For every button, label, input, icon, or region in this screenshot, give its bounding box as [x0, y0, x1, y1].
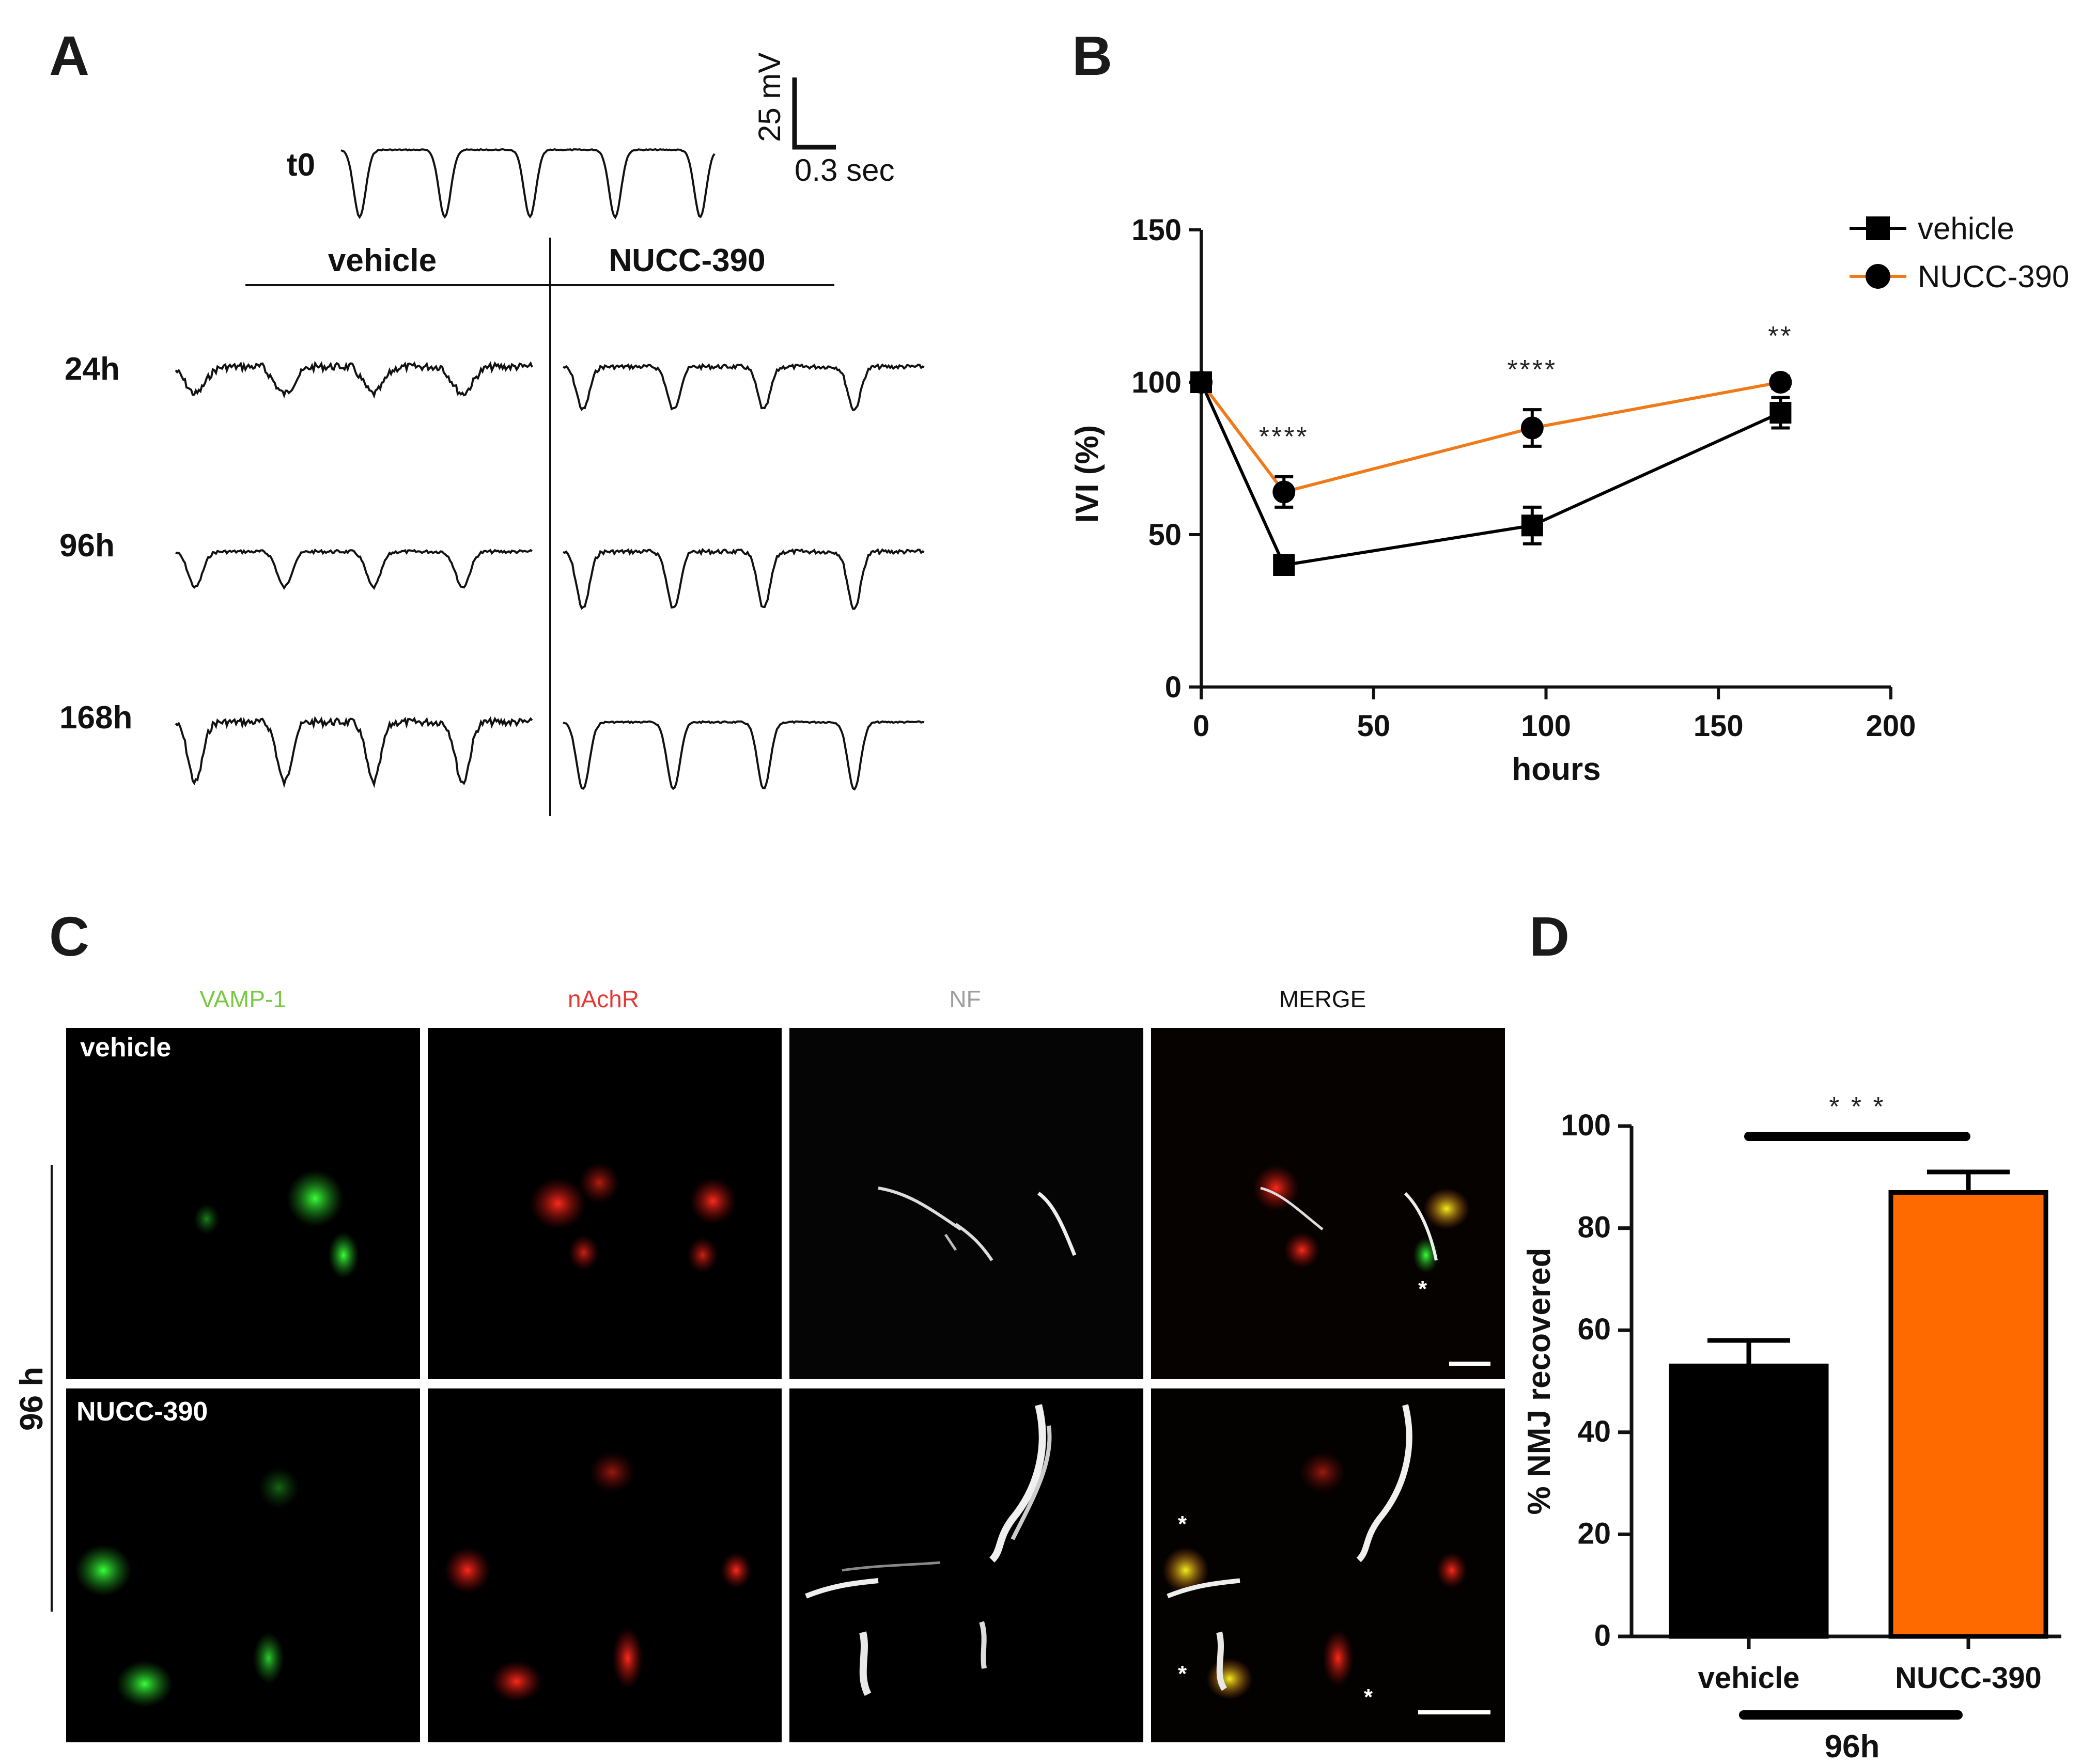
- column-label-nucc: NUCC-390: [609, 243, 765, 278]
- b-y-axis-label: IVI (%): [1069, 425, 1105, 523]
- b-series-line-vehicle: [1200, 381, 1781, 567]
- micrograph-nucc-nf: [789, 1388, 1143, 1742]
- b-x-tick-label: 100: [1521, 709, 1571, 743]
- b-series-line-nucc: [1200, 381, 1781, 494]
- b-significance-marker: ****: [1507, 355, 1557, 385]
- legend-label-vehicle: vehicle: [1918, 211, 2014, 246]
- b-point-vehicle: [1769, 402, 1792, 424]
- b-point-nucc: [1272, 480, 1296, 504]
- row-label-96h: 96h: [59, 528, 115, 564]
- b-x-tick-label: 150: [1694, 709, 1744, 743]
- d-category-label: NUCC-390: [1895, 1661, 2042, 1695]
- trace-vehicle-96h: [175, 549, 533, 590]
- legend-marker-vehicle: [1866, 216, 1890, 240]
- micrograph-vehicle-nf: [789, 1028, 1143, 1379]
- b-y-tick-label: 0: [1165, 670, 1182, 704]
- b-point-vehicle: [1521, 514, 1543, 537]
- b-point-nucc: [1769, 371, 1792, 394]
- d-y-tick-label: 20: [1577, 1517, 1611, 1550]
- nmj-bar-chart: % NMJ recovered 96h * * * 0 20 40 60 80 100 ve…: [1521, 1092, 2061, 1764]
- d-category-label: vehicle: [1698, 1661, 1800, 1695]
- trace-vehicle-24h: [175, 361, 533, 399]
- micrograph-nucc-merge: * * *: [1151, 1388, 1505, 1742]
- b-point-nucc: [1190, 371, 1213, 394]
- d-x-axis-label: 96h: [1825, 1729, 1880, 1764]
- scale-bar-voltage: 25 mV: [752, 53, 787, 142]
- asterisk-marker: *: [1178, 1661, 1187, 1687]
- asterisk-marker: *: [1364, 1684, 1373, 1710]
- row-label-vehicle: vehicle: [80, 1033, 171, 1063]
- d-y-tick-label: 100: [1561, 1109, 1611, 1142]
- b-legend: vehicle NUCC-390: [1850, 211, 2069, 294]
- d-y-tick-label: 0: [1594, 1619, 1611, 1652]
- b-y-tick-label: 100: [1131, 366, 1182, 399]
- b-x-tick-label: 0: [1193, 709, 1209, 743]
- b-significance-marker: ****: [1259, 422, 1309, 452]
- panel-label-c: C: [49, 905, 89, 967]
- column-label-vehicle: vehicle: [328, 243, 437, 278]
- b-y-tick-label: 150: [1131, 213, 1182, 247]
- d-y-axis-label: % NMJ recovered: [1521, 1248, 1557, 1515]
- b-x-tick-label: 200: [1866, 709, 1916, 743]
- ivi-line-chart: IVI (%) hours vehicle NUCC-390 0 50 100 150…: [1069, 211, 2069, 787]
- trace-vehicle-168h: [175, 715, 533, 788]
- panel-label-d: D: [1529, 905, 1570, 967]
- asterisk-marker: *: [1178, 1511, 1187, 1537]
- micrograph-vehicle-nachr: [428, 1028, 782, 1379]
- channel-label-nf: NF: [949, 986, 981, 1012]
- scale-bar: 25 mV 0.3 sec: [752, 53, 894, 188]
- panel-label-a: A: [49, 24, 89, 87]
- micrograph-nucc-nachr: [428, 1388, 782, 1742]
- d-significance-label: * * *: [1829, 1092, 1886, 1122]
- trace-nucc-24h: [563, 363, 925, 411]
- channel-label-nachr: nAchR: [568, 986, 639, 1012]
- row-label-24h: 24h: [65, 351, 120, 387]
- baseline-label: t0: [287, 147, 315, 183]
- group-label-96h: 96 h: [14, 1367, 50, 1431]
- d-y-tick-label: 80: [1577, 1211, 1611, 1244]
- d-bar-vehicle: [1669, 1363, 1829, 1639]
- legend-marker-nucc: [1866, 264, 1890, 289]
- b-point-nucc: [1520, 416, 1544, 440]
- d-y-tick-label: 40: [1577, 1415, 1611, 1448]
- trace-nucc-168h: [563, 720, 925, 791]
- b-x-axis-label: hours: [1512, 752, 1601, 787]
- legend-label-nucc: NUCC-390: [1918, 259, 2069, 294]
- b-y-tick-label: 50: [1148, 518, 1182, 552]
- b-point-vehicle: [1273, 554, 1295, 576]
- trace-nucc-96h: [563, 548, 925, 610]
- micrograph-nucc-vamp1: NUCC-390: [66, 1388, 420, 1742]
- b-x-tick-label: 50: [1357, 709, 1390, 743]
- micrograph-vehicle-merge: *: [1151, 1028, 1505, 1379]
- micrograph-vehicle-vamp1: vehicle: [66, 1028, 420, 1379]
- row-label-nucc: NUCC-390: [76, 1397, 208, 1427]
- d-y-tick-label: 60: [1577, 1313, 1611, 1346]
- channel-label-merge: MERGE: [1279, 986, 1366, 1012]
- b-significance-marker: **: [1768, 321, 1793, 351]
- panel-label-b: B: [1072, 24, 1112, 87]
- d-bar-nucc: [1888, 1190, 2048, 1639]
- row-label-168h: 168h: [59, 700, 132, 736]
- baseline-trace: [340, 148, 716, 220]
- asterisk-marker: *: [1418, 1276, 1427, 1302]
- channel-label-vamp1: VAMP-1: [199, 986, 286, 1012]
- scale-bar-time: 0.3 sec: [795, 153, 894, 188]
